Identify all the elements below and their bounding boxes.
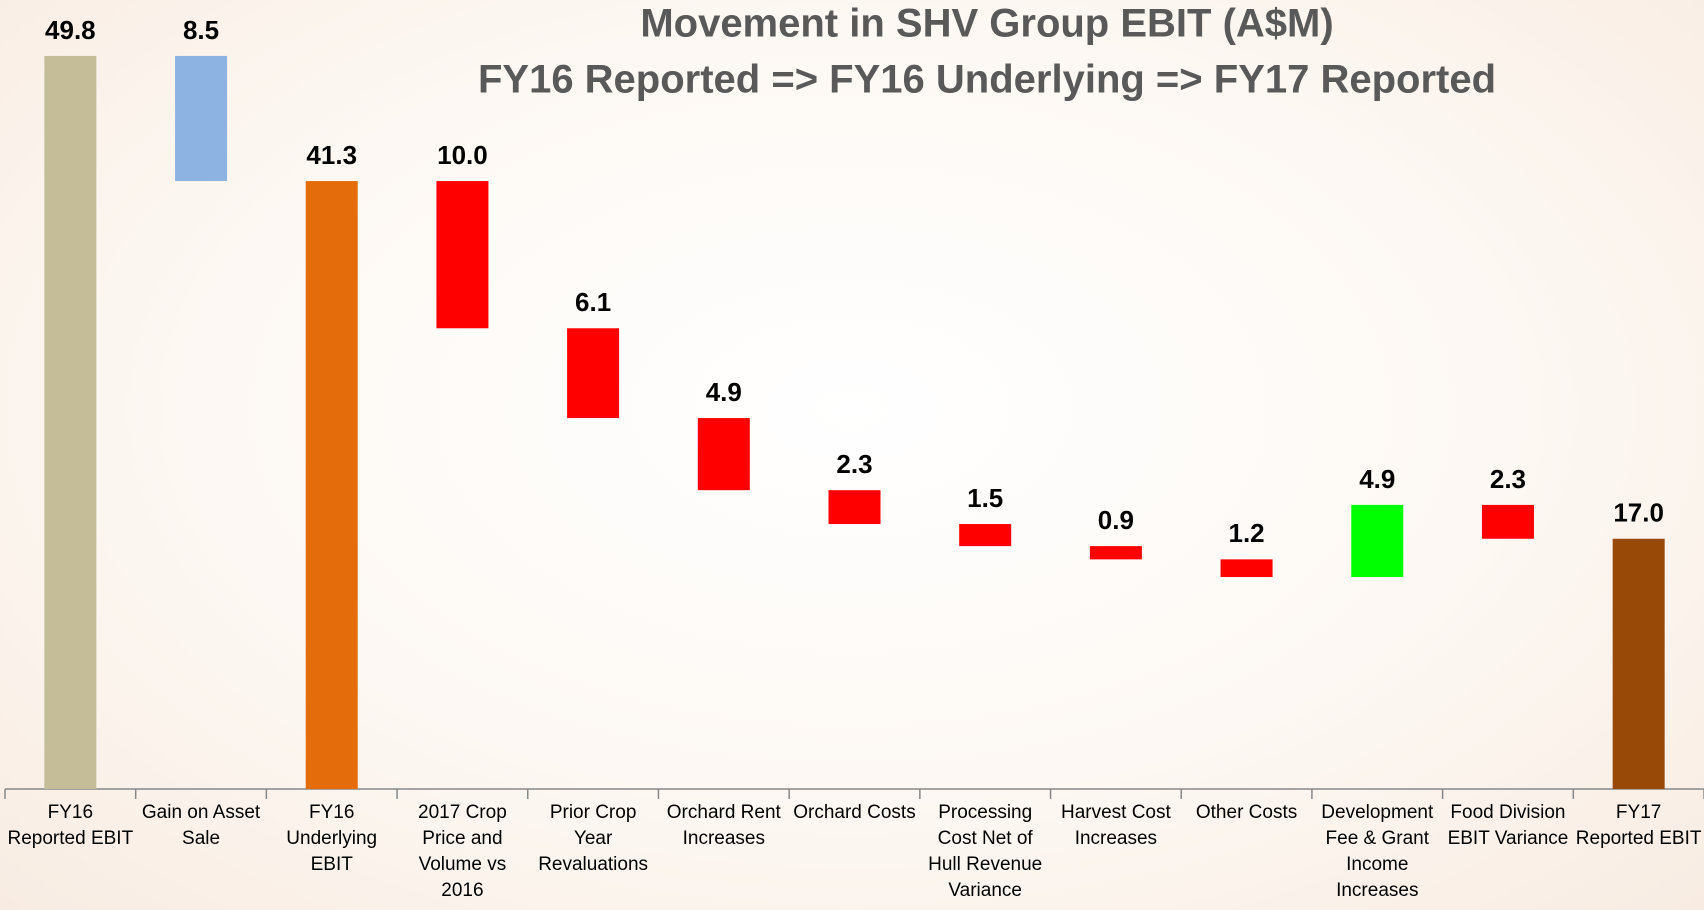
- data-label: 2.3: [1490, 464, 1526, 494]
- x-tick-label: FY16 Reported EBIT: [7, 802, 134, 849]
- data-label: 2.3: [836, 449, 872, 479]
- bar: [1220, 559, 1273, 578]
- data-label: 4.9: [1359, 464, 1395, 494]
- bar: [436, 181, 489, 329]
- x-tick-label: 2017 Crop Price and Volume vs 2016: [418, 802, 507, 901]
- chart-subtitle: FY16 Reported => FY16 Underlying => FY17…: [478, 58, 1496, 102]
- bar: [1481, 504, 1534, 539]
- bar: [175, 55, 228, 182]
- bar: [1612, 538, 1665, 789]
- x-tick-label: Processing Cost Net of Hull Revenue Vari…: [928, 802, 1043, 901]
- data-label: 10.0: [437, 140, 488, 170]
- x-tick-label: Gain on Asset Sale: [141, 802, 261, 849]
- x-tick-label: Orchard Costs: [793, 802, 916, 823]
- data-label: 6.1: [575, 287, 611, 317]
- x-tick-label: Prior Crop Year Revaluations: [538, 802, 649, 875]
- bar: [959, 524, 1012, 547]
- bar: [1089, 546, 1142, 560]
- bar: [567, 328, 620, 419]
- data-label: 4.9: [706, 377, 742, 407]
- bar: [44, 55, 97, 790]
- chart-title: Movement in SHV Group EBIT (A$M): [640, 2, 1333, 46]
- bar: [1351, 504, 1404, 578]
- data-label: 1.5: [967, 483, 1003, 513]
- x-tick-label: Food Division EBIT Variance: [1447, 802, 1569, 849]
- x-tick-label: FY17 Reported EBIT: [1575, 802, 1702, 849]
- bar: [697, 418, 750, 491]
- data-label: 8.5: [183, 15, 219, 45]
- data-label: 41.3: [306, 140, 357, 170]
- bar: [305, 181, 358, 790]
- bar: [828, 490, 881, 525]
- data-label: 1.2: [1228, 518, 1264, 548]
- x-tick-label: Other Costs: [1195, 802, 1298, 823]
- x-tick-label: Orchard Rent Increases: [666, 802, 781, 849]
- x-tick-label: Harvest Cost Increases: [1060, 802, 1171, 849]
- x-tick-label: FY16 Underlying EBIT: [286, 802, 378, 875]
- data-label: 17.0: [1613, 498, 1664, 528]
- x-tick-label: Development Fee & Grant Income Increases: [1321, 802, 1434, 901]
- data-label: 0.9: [1098, 505, 1134, 535]
- data-label: 49.8: [45, 15, 96, 45]
